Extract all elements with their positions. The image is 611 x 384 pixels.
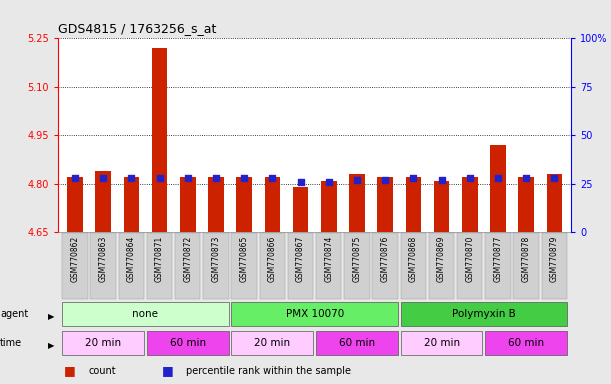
Bar [518, 177, 534, 232]
Bar [321, 180, 337, 232]
Text: none: none [133, 309, 158, 319]
Point [409, 175, 419, 181]
Point [98, 175, 108, 181]
Point [155, 175, 164, 181]
Point [521, 175, 531, 181]
Point [380, 177, 390, 183]
Text: 60 min: 60 min [508, 338, 544, 348]
FancyBboxPatch shape [485, 233, 511, 299]
Bar [236, 177, 252, 232]
Text: GSM770866: GSM770866 [268, 236, 277, 282]
FancyBboxPatch shape [429, 233, 454, 299]
Bar [265, 177, 280, 232]
Bar [152, 48, 167, 232]
Point [549, 175, 559, 181]
FancyBboxPatch shape [344, 233, 370, 299]
FancyBboxPatch shape [147, 331, 229, 355]
Point [70, 175, 80, 181]
FancyBboxPatch shape [373, 233, 398, 299]
Text: PMX 10070: PMX 10070 [285, 309, 344, 319]
FancyBboxPatch shape [62, 331, 144, 355]
Text: GSM770877: GSM770877 [494, 236, 502, 282]
FancyBboxPatch shape [542, 233, 567, 299]
Text: 60 min: 60 min [339, 338, 375, 348]
FancyBboxPatch shape [175, 233, 200, 299]
FancyBboxPatch shape [485, 331, 567, 355]
Text: count: count [89, 366, 116, 376]
Text: GSM770872: GSM770872 [183, 236, 192, 282]
Bar [434, 180, 449, 232]
FancyBboxPatch shape [260, 233, 285, 299]
Text: GSM770876: GSM770876 [381, 236, 390, 282]
Point [211, 175, 221, 181]
Bar [180, 177, 196, 232]
Text: GSM770863: GSM770863 [98, 236, 108, 282]
Text: GSM770870: GSM770870 [465, 236, 474, 282]
Text: GSM770871: GSM770871 [155, 236, 164, 282]
Text: GSM770878: GSM770878 [522, 236, 531, 282]
Point [268, 175, 277, 181]
Text: ■: ■ [162, 364, 174, 377]
Text: GSM770862: GSM770862 [70, 236, 79, 282]
Text: Polymyxin B: Polymyxin B [452, 309, 516, 319]
Text: GSM770874: GSM770874 [324, 236, 333, 282]
Bar [67, 177, 82, 232]
FancyBboxPatch shape [90, 233, 116, 299]
Point [324, 179, 334, 185]
Text: 20 min: 20 min [85, 338, 121, 348]
Point [183, 175, 192, 181]
Point [465, 175, 475, 181]
FancyBboxPatch shape [203, 233, 229, 299]
Bar [378, 177, 393, 232]
Point [296, 179, 306, 185]
Text: GSM770865: GSM770865 [240, 236, 249, 282]
Point [437, 177, 447, 183]
FancyBboxPatch shape [316, 233, 342, 299]
FancyBboxPatch shape [119, 233, 144, 299]
FancyBboxPatch shape [62, 233, 87, 299]
Point [240, 175, 249, 181]
Bar [208, 177, 224, 232]
FancyBboxPatch shape [232, 233, 257, 299]
Text: GSM770868: GSM770868 [409, 236, 418, 282]
Point [352, 177, 362, 183]
Text: ▶: ▶ [48, 341, 54, 349]
Text: ▶: ▶ [48, 312, 54, 321]
Text: 60 min: 60 min [170, 338, 206, 348]
Point [126, 175, 136, 181]
Text: GSM770864: GSM770864 [127, 236, 136, 282]
FancyBboxPatch shape [147, 233, 172, 299]
FancyBboxPatch shape [316, 331, 398, 355]
FancyBboxPatch shape [401, 331, 483, 355]
FancyBboxPatch shape [232, 302, 398, 326]
Bar [547, 174, 562, 232]
Text: time: time [0, 338, 22, 348]
Text: GSM770867: GSM770867 [296, 236, 305, 282]
Text: GDS4815 / 1763256_s_at: GDS4815 / 1763256_s_at [58, 22, 216, 35]
Point [493, 175, 503, 181]
FancyBboxPatch shape [457, 233, 483, 299]
FancyBboxPatch shape [401, 233, 426, 299]
Bar [490, 145, 506, 232]
FancyBboxPatch shape [513, 233, 539, 299]
Text: GSM770873: GSM770873 [211, 236, 221, 282]
Bar [123, 177, 139, 232]
Text: GSM770875: GSM770875 [353, 236, 362, 282]
Bar [406, 177, 421, 232]
FancyBboxPatch shape [288, 233, 313, 299]
Text: GSM770879: GSM770879 [550, 236, 559, 282]
Text: 20 min: 20 min [423, 338, 459, 348]
Text: GSM770869: GSM770869 [437, 236, 446, 282]
Bar [349, 174, 365, 232]
Bar [95, 171, 111, 232]
FancyBboxPatch shape [232, 331, 313, 355]
Bar [462, 177, 478, 232]
Text: agent: agent [0, 309, 28, 319]
Text: percentile rank within the sample: percentile rank within the sample [186, 366, 351, 376]
Text: ■: ■ [64, 364, 76, 377]
Text: 20 min: 20 min [254, 338, 290, 348]
Bar [293, 187, 309, 232]
FancyBboxPatch shape [401, 302, 567, 326]
FancyBboxPatch shape [62, 302, 229, 326]
